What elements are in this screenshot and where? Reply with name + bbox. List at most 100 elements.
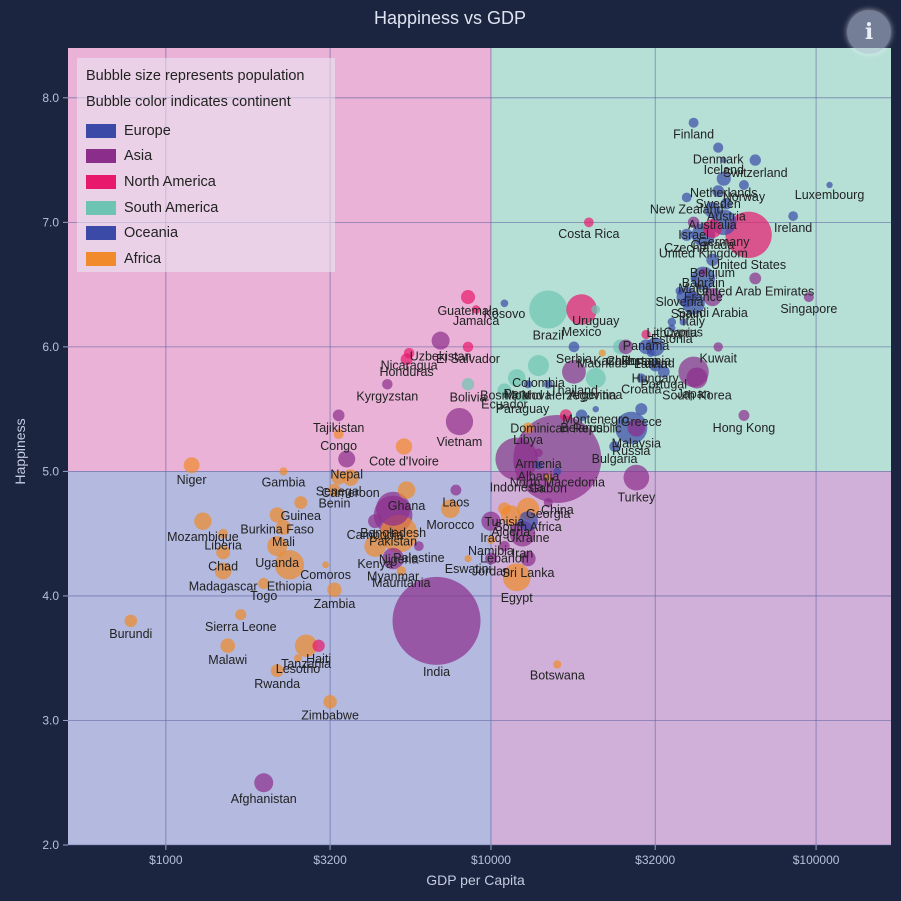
- label-morocco: Morocco: [426, 518, 474, 532]
- label-new-zealand: New Zealand: [650, 202, 724, 216]
- label-greece: Greece: [621, 415, 662, 429]
- bubble-armenia: [534, 448, 543, 458]
- legend-item-south-america[interactable]: South America: [86, 195, 326, 221]
- label-bahrain: Bahrain: [682, 276, 725, 290]
- label-bulgaria: Bulgaria: [592, 452, 638, 466]
- label-north-macedonia: North Macedonia: [510, 475, 605, 489]
- bubble-estonia: [668, 324, 676, 332]
- legend-swatch: [86, 174, 116, 189]
- x-axis-label: GDP per Capita: [426, 872, 525, 888]
- bubble-croatia: [636, 373, 646, 383]
- bubble-austria: [720, 197, 733, 210]
- legend-item-asia[interactable]: Asia: [86, 144, 326, 170]
- label-iceland: Iceland: [704, 163, 744, 177]
- label-cyprus: Cyprus: [663, 326, 703, 340]
- label-vietnam: Vietnam: [437, 435, 483, 449]
- legend-swatch: [86, 251, 116, 266]
- label-burundi: Burundi: [109, 627, 152, 641]
- label-south-africa: South Africa: [494, 520, 561, 534]
- bubble-albania: [534, 460, 543, 470]
- label-india: India: [423, 665, 450, 679]
- bubble-guatemala: [460, 290, 476, 305]
- legend-item-africa[interactable]: Africa: [86, 246, 326, 272]
- label-cote-d-ivoire: Cote d'Ivoire: [369, 455, 439, 469]
- bubble-jamaica: [471, 305, 481, 314]
- bubble-hong-kong: [738, 409, 750, 421]
- label-congo: Congo: [320, 439, 357, 453]
- label-kazakhstan: Kazakhstan: [593, 354, 658, 368]
- bubble-bolivia: [461, 378, 475, 391]
- legend-item-europe[interactable]: Europe: [86, 118, 326, 144]
- bubble-mauritania: [396, 566, 407, 576]
- label-estonia: Estonia: [651, 332, 693, 346]
- bubble-greece: [635, 403, 648, 416]
- label-comoros: Comoros: [300, 568, 351, 582]
- bubble-palestine: [413, 541, 424, 551]
- bubble-belarus: [575, 409, 588, 422]
- label-zimbabwe: Zimbabwe: [301, 709, 359, 723]
- bubble-cyprus: [679, 318, 687, 326]
- bubble-namibia: [486, 535, 496, 545]
- legend-swatch: [86, 226, 116, 241]
- y-tick-label: 7.0: [42, 215, 59, 229]
- bubble-nicaragua: [403, 347, 415, 359]
- label-dominican-republic: Dominican Republic: [510, 421, 621, 435]
- bubble-sri-lanka: [520, 550, 536, 567]
- label-togo: Togo: [250, 589, 277, 603]
- info-button[interactable]: i: [847, 10, 891, 54]
- y-axis-label: Happiness: [12, 418, 28, 484]
- label-sri-lanka: Sri Lanka: [502, 566, 555, 580]
- bubble-zimbabwe: [323, 695, 337, 709]
- label-malawi: Malawi: [208, 653, 247, 667]
- label-kyrgyzstan: Kyrgyzstan: [356, 389, 418, 403]
- bubble-bosnia-and-herzegovina: [543, 379, 553, 389]
- bubble-portugal: [657, 365, 670, 378]
- label-libya: Libya: [513, 433, 543, 447]
- label-haiti: Haiti: [306, 652, 331, 666]
- bubble-india: [392, 576, 481, 665]
- y-tick-label: 4.0: [42, 589, 59, 603]
- bubble-hungary: [649, 359, 662, 372]
- bubble-georgia: [543, 498, 553, 508]
- bubble-bahrain: [699, 268, 708, 276]
- legend-label: South America: [124, 199, 219, 216]
- bubble-latvia: [646, 349, 655, 357]
- bubble-ukraine: [518, 511, 538, 532]
- bubble-vietnam: [445, 407, 474, 436]
- legend-label: Africa: [124, 250, 162, 267]
- label-guatemala: Guatemala: [437, 304, 498, 318]
- bubble-mali: [276, 520, 291, 535]
- legend-swatch: [86, 200, 116, 215]
- label-mali: Mali: [272, 535, 295, 549]
- bubble-uzbekistan: [431, 331, 450, 350]
- bubble-canada: [703, 219, 722, 238]
- info-icon: i: [864, 19, 874, 45]
- bubble-burundi: [124, 614, 138, 628]
- label-peru: Peru: [504, 387, 530, 401]
- bubble-slovenia: [675, 286, 684, 295]
- label-senegal: Senegal: [316, 485, 362, 499]
- bubble-tanzania: [294, 634, 318, 657]
- bubble-chad: [216, 545, 231, 560]
- legend-item-oceania[interactable]: Oceania: [86, 220, 326, 246]
- label-chad: Chad: [208, 559, 238, 573]
- label-georgia: Georgia: [526, 507, 571, 521]
- label-nigeria: Nigeria: [379, 552, 419, 566]
- legend-item-north-america[interactable]: North America: [86, 169, 326, 195]
- label-jordan: Jordan: [472, 565, 510, 579]
- label-saudi-arabia: Saudi Arabia: [677, 306, 748, 320]
- label-gambia: Gambia: [262, 475, 306, 489]
- y-tick-label: 2.0: [42, 838, 59, 852]
- label-panama: Panama: [623, 339, 670, 353]
- bubble-guinea: [294, 496, 308, 509]
- bubble-saudi-arabia: [703, 287, 722, 307]
- label-sierra-leone: Sierra Leone: [205, 620, 277, 634]
- label-liberia: Liberia: [204, 539, 242, 553]
- x-tick-label: $100000: [793, 853, 840, 867]
- label-rwanda: Rwanda: [254, 677, 300, 691]
- label-portugal: Portugal: [640, 378, 687, 392]
- label-united-arab-emirates: United Arab Emirates: [696, 284, 814, 298]
- label-italy: Italy: [682, 314, 706, 328]
- label-iran: Iran: [512, 547, 534, 561]
